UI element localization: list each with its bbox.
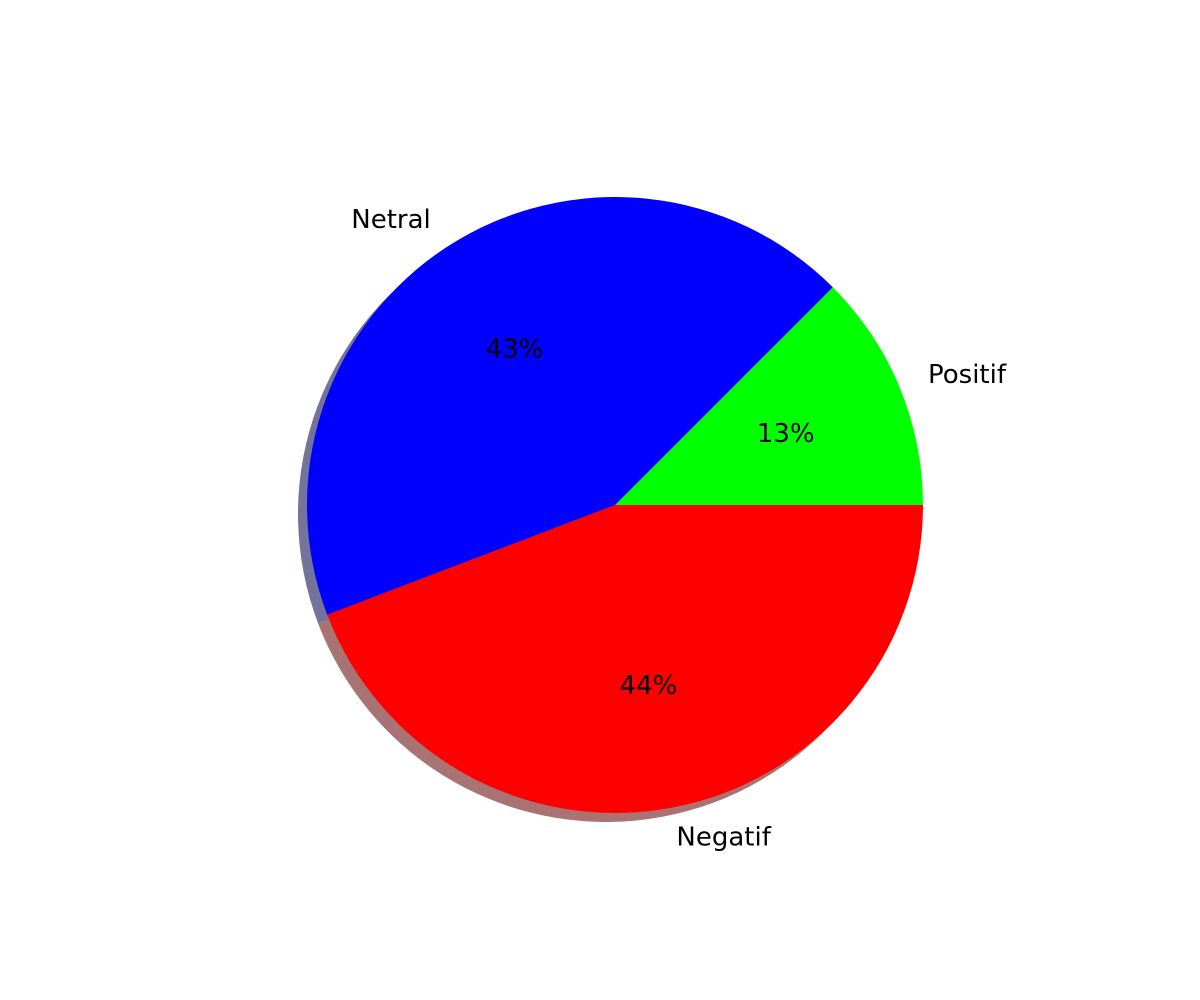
pie-labels: Positif 13% Netral 43% Negatif 44% bbox=[351, 205, 1007, 853]
percent-label-positif: 13% bbox=[757, 419, 815, 449]
slice-positif bbox=[615, 287, 923, 505]
percent-label-netral: 43% bbox=[486, 334, 544, 364]
label-netral: Netral bbox=[351, 205, 431, 235]
slice-netral bbox=[307, 197, 833, 615]
slice-negatif bbox=[327, 505, 924, 813]
percent-label-negatif: 44% bbox=[620, 671, 678, 701]
label-positif: Positif bbox=[928, 360, 1007, 390]
label-negatif: Negatif bbox=[676, 823, 771, 853]
pie-slices bbox=[307, 197, 924, 813]
